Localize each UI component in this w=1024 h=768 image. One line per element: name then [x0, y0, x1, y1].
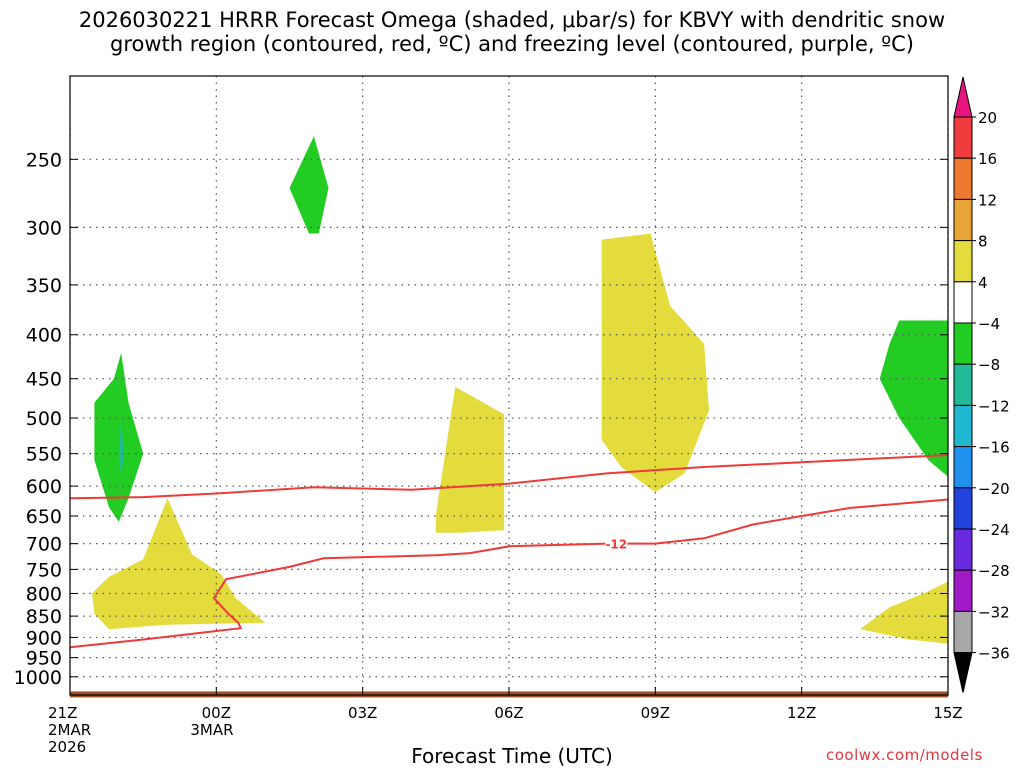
colorbar-label-6: −8 — [978, 356, 1000, 374]
source-credit[interactable]: coolwx.com/models — [826, 746, 983, 764]
colorbar-label-4: 4 — [978, 274, 988, 292]
y-tick-label-600: 600 — [26, 476, 62, 498]
contour-label-1: -12 — [605, 538, 627, 552]
x-tick-label-18-0: 15Z — [933, 704, 962, 722]
y-tick-label-850: 850 — [26, 606, 62, 628]
chart-title-line-2: growth region (contoured, red, ºC) and f… — [110, 32, 914, 56]
x-tick-label-3-1: 3MAR — [190, 721, 233, 739]
omega-region-2 — [94, 353, 144, 522]
colorbar-bin-5 — [953, 322, 973, 365]
x-tick-label-0-2: 2026 — [48, 738, 86, 756]
colorbar-label-8: −16 — [978, 439, 1010, 457]
colorbar-bin-0 — [953, 116, 973, 159]
colorbar-bin-2 — [953, 198, 973, 242]
colorbar-bin-3 — [953, 240, 973, 283]
red-contour-1 — [69, 498, 949, 649]
colorbar-bottom-arrow — [953, 652, 973, 693]
colorbar-bin-10 — [953, 528, 973, 571]
colorbar-bin-7 — [953, 404, 973, 448]
colorbar-bin-4 — [953, 281, 973, 324]
y-tick-label-650: 650 — [26, 506, 62, 528]
colorbar-top-arrow — [953, 76, 973, 118]
colorbar-label-1: 16 — [978, 150, 997, 168]
colorbar-label-7: −12 — [978, 397, 1010, 415]
colorbar-bin-9 — [953, 487, 973, 530]
omega-region-5 — [435, 386, 505, 533]
colorbar-bin-6 — [953, 363, 973, 406]
y-tick-label-350: 350 — [26, 275, 62, 297]
red-contour-0 — [69, 454, 949, 500]
colorbar-label-9: −20 — [978, 480, 1010, 498]
colorbar-label-10: −24 — [978, 521, 1010, 539]
x-tick-label-3-0: 00Z — [202, 704, 231, 722]
colorbar-label-5: −4 — [978, 315, 1000, 333]
omega-region-4 — [289, 136, 329, 234]
colorbar-label-0: 20 — [978, 109, 997, 127]
chart-title-line-1: 2026030221 HRRR Forecast Omega (shaded, … — [78, 8, 946, 32]
y-tick-label-450: 450 — [26, 369, 62, 391]
x-tick-label-0-1: 2MAR — [48, 721, 91, 739]
y-tick-label-750: 750 — [26, 559, 62, 581]
omega-region-3 — [118, 418, 124, 477]
omega-region-8 — [860, 581, 948, 644]
colorbar-label-12: −32 — [978, 603, 1010, 621]
contour-label-bg-1 — [605, 536, 628, 551]
colorbar-label-13: −36 — [978, 645, 1010, 663]
y-tick-label-700: 700 — [26, 534, 62, 556]
x-tick-label-0-0: 21Z — [48, 704, 77, 722]
y-tick-label-550: 550 — [26, 444, 62, 466]
pressure-axis: 2503003504004505005506006507007508008509… — [14, 149, 948, 689]
y-tick-label-1000: 1000 — [14, 667, 62, 689]
omega-colorbar: 20 16 12 8 4 −4 −8 −12 −16 −20 −24 −28 −32 −36 — [953, 76, 1010, 693]
colorbar-bin-8 — [953, 446, 973, 489]
y-tick-label-500: 500 — [26, 408, 62, 430]
omega-region-7 — [879, 320, 948, 477]
x-tick-label-6-0: 03Z — [348, 704, 377, 722]
y-tick-label-300: 300 — [26, 217, 62, 239]
x-tick-label-9-0: 06Z — [494, 704, 523, 722]
y-tick-label-900: 900 — [26, 627, 62, 649]
colorbar-label-2: 12 — [978, 191, 997, 209]
y-tick-label-950: 950 — [26, 648, 62, 670]
omega-region-1 — [92, 498, 266, 630]
x-tick-label-12-0: 09Z — [641, 704, 670, 722]
colorbar-label-3: 8 — [978, 233, 988, 251]
colorbar-bin-12 — [953, 610, 973, 654]
x-tick-label-15-0: 12Z — [787, 704, 816, 722]
colorbar-bin-1 — [953, 157, 973, 200]
y-tick-label-400: 400 — [26, 325, 62, 347]
colorbar-bin-11 — [953, 569, 973, 612]
y-tick-label-250: 250 — [26, 149, 62, 171]
x-axis-label: Forecast Time (UTC) — [411, 744, 613, 768]
colorbar-label-11: −28 — [978, 562, 1010, 580]
y-tick-label-800: 800 — [26, 583, 62, 605]
red-contour-layer: -12 — [69, 454, 949, 649]
